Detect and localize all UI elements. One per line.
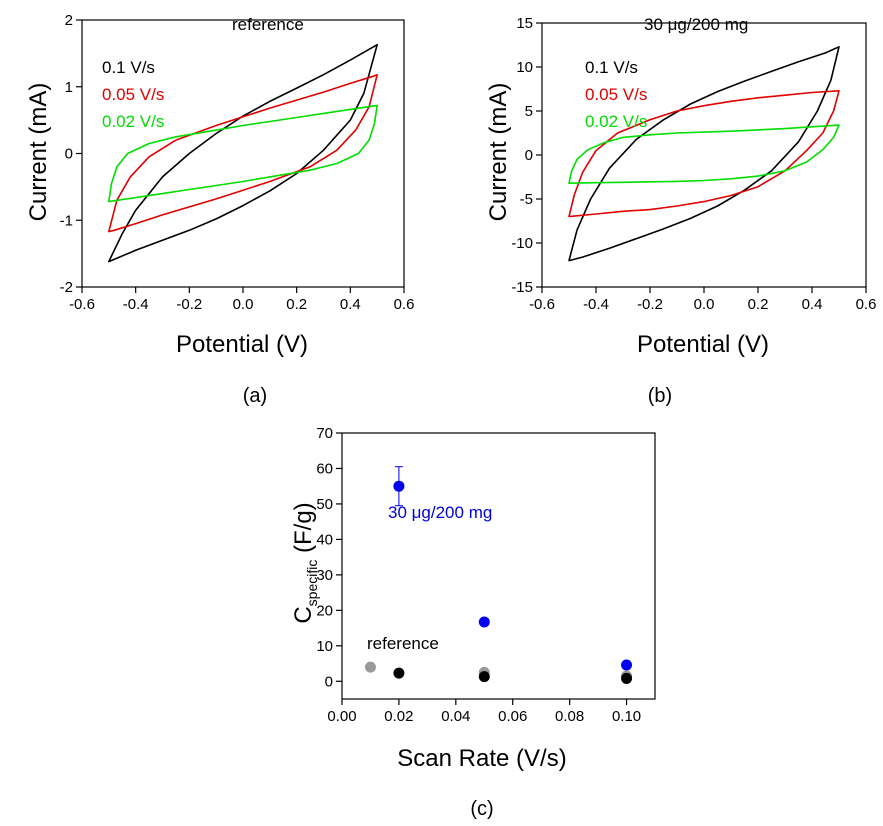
panel-c-xtick-label: 0.00 [327, 708, 356, 725]
panel-c-xtick-label: 0.10 [612, 708, 641, 725]
panel-a: reference -0.6 -0.4 -0.2 0.0 0.2 0.4 0.6 -2 -1 0 1… [25, 12, 414, 407]
panel-c-series-2-point [478, 671, 490, 683]
panel-b-ytick-label: -10 [511, 235, 533, 252]
panel-c-annotation-sample: 30 μg/200 mg [388, 503, 492, 522]
panel-b-label: (b) [648, 385, 672, 407]
panel-c-series-1-point [364, 661, 376, 673]
panel-c-ytick-label: 70 [316, 425, 333, 442]
panel-c-ytick-label: 60 [316, 460, 333, 477]
panel-a-xtick-label: 0.0 [233, 296, 254, 313]
panel-c: 0.00 0.02 0.04 0.06 0.08 0.10010203040506070 … [290, 425, 656, 820]
panel-c-xtick-label: 0.04 [441, 708, 470, 725]
panel-c-xtick-label: 0.08 [555, 708, 584, 725]
panel-b-ytick-label: 15 [516, 15, 533, 32]
panel-a-legend-1: 0.05 V/s [102, 85, 164, 104]
panel-b-legend-1: 0.05 V/s [585, 85, 647, 104]
panel-b-series-1-loop [568, 90, 840, 218]
panel-c-xlabel: Scan Rate (V/s) [397, 745, 566, 772]
panel-c-ytick-label: 0 [325, 673, 333, 690]
panel-a-ytick-label: 1 [65, 79, 73, 96]
panel-b-ylabel: Current (mA) [485, 83, 512, 222]
panel-b-xtick-label: 0.0 [694, 296, 715, 313]
panel-b-ytick-label: -15 [511, 279, 533, 296]
panel-a-ytick-label: -2 [60, 279, 73, 296]
panel-c-annotation-reference: reference [367, 634, 439, 653]
panel-b-xtick-label: -0.6 [529, 296, 555, 313]
panel-a-xtick-label: -0.6 [69, 296, 95, 313]
panel-c-xtick-label: 0.02 [384, 708, 413, 725]
panel-b-series-0-loop [568, 46, 840, 262]
panel-b-title: 30 μg/200 mg [644, 15, 748, 34]
panel-a-legend-0: 0.1 V/s [102, 58, 155, 77]
panel-b-xtick-label: 0.4 [802, 296, 823, 313]
panel-a-series-2-loop [108, 104, 378, 203]
panel-b-xlabel: Potential (V) [637, 331, 769, 358]
panel-b-xtick-label: -0.2 [637, 296, 663, 313]
panel-c-ytick-label: 50 [316, 496, 333, 513]
panel-c-series-2-point [393, 667, 405, 679]
panel-c-ytick-label: 40 [316, 531, 333, 548]
panel-a-xtick-label: -0.2 [176, 296, 202, 313]
panel-c-frame [341, 432, 656, 700]
panel-a-xtick-label: 0.2 [286, 296, 307, 313]
panel-b-xtick-label: 0.6 [856, 296, 877, 313]
panel-a-series-1-loop [108, 73, 378, 233]
panel-c-ylabel: Cspecific (F/g) [290, 502, 320, 623]
panel-c-series-2-point [621, 672, 633, 684]
panel-a-xtick-label: -0.4 [123, 296, 149, 313]
panel-c-ytick-label: 30 [316, 567, 333, 584]
panel-c-series-0-point [621, 659, 633, 671]
panel-a-plot: -0.6 -0.4 -0.2 0.0 0.2 0.4 0.6 -2 -1 0 1 2 [60, 12, 415, 313]
panel-b-xtick-label: -0.4 [583, 296, 609, 313]
panel-c-series-0-point [478, 616, 490, 628]
panel-c-plot: 0.00 0.02 0.04 0.06 0.08 0.10 0 10 20 30 40 50 60 70 [316, 425, 656, 725]
panel-c-ylabel-sub: specific [304, 560, 320, 607]
panel-c-ylabel-unit: (F/g) [290, 502, 317, 559]
panel-b-ytick-label: 0 [525, 147, 533, 164]
panel-a-ytick-label: 2 [65, 12, 73, 29]
panel-a-ytick-label: 0 [65, 146, 73, 163]
panel-c-ylabel-main: C [290, 606, 317, 623]
panel-c-ytick-label: 10 [316, 638, 333, 655]
panel-a-xtick-label: 0.6 [394, 296, 415, 313]
panel-b-xtick-label: 0.2 [748, 296, 769, 313]
panel-a-xtick-label: 0.4 [340, 296, 361, 313]
panel-a-title: reference [232, 15, 304, 34]
panel-a-ytick-label: -1 [60, 212, 73, 229]
panel-b-legend-0: 0.1 V/s [585, 58, 638, 77]
panel-b-plot: -0.6 -0.4 -0.2 0.0 0.2 0.4 0.6 -15 -10 -5 0 5 10 15 [511, 15, 876, 313]
panel-b-series-2-loop [568, 124, 840, 184]
panel-c-label: (c) [470, 798, 493, 820]
panel-b-ytick-label: -5 [520, 191, 533, 208]
panel-b-legend-2: 0.02 V/s [585, 112, 647, 131]
panel-a-ylabel: Current (mA) [25, 83, 52, 222]
panel-c-xtick-label: 0.06 [498, 708, 527, 725]
panel-c-series-0-point [393, 480, 405, 492]
panel-b-ytick-label: 5 [525, 103, 533, 120]
panel-a-label: (a) [243, 385, 267, 407]
panel-a-legend-2: 0.02 V/s [102, 112, 164, 131]
panel-b-ytick-label: 10 [516, 59, 533, 76]
panel-c-ytick-label: 20 [316, 602, 333, 619]
panel-a-series-0-loop [108, 43, 378, 263]
panel-a-xlabel: Potential (V) [176, 331, 308, 358]
panel-b: 30 μg/200 mg -0.6 -0.4 -0.2 0.0 0.2 0.4 0.6 -15… [485, 15, 876, 407]
